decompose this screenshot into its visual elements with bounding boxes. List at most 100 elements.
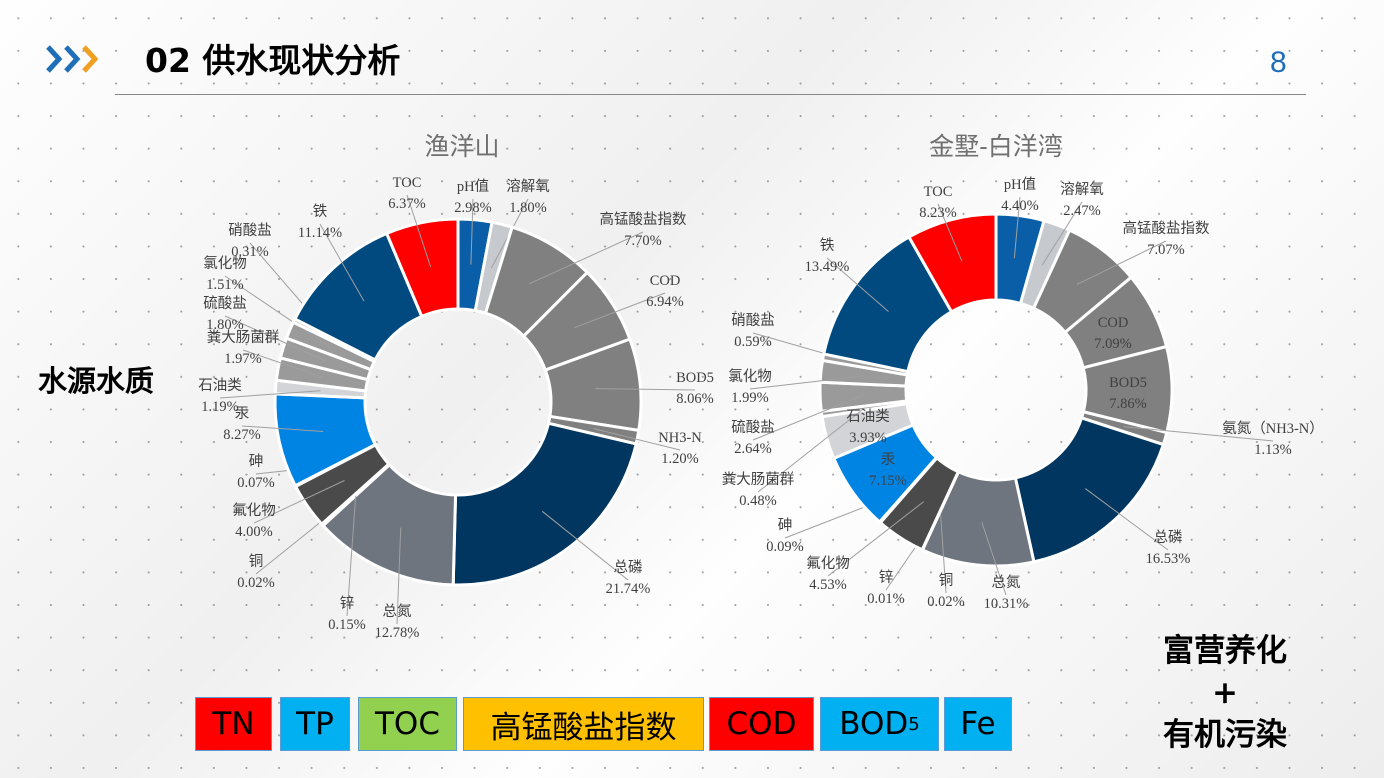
conclusion: 富营养化 + 有机污染 <box>1150 630 1300 756</box>
slice-label-value: 2.47% <box>1063 203 1100 219</box>
slice-label-name: 总氮 <box>992 574 1021 591</box>
slice-label-value: 1.20% <box>661 451 698 467</box>
slice-label-name: 氟化物 <box>232 502 276 519</box>
slice-label-value: 8.06% <box>676 391 713 407</box>
slice-label-name: 砷 <box>778 517 793 534</box>
slice-label-value: 0.09% <box>766 539 803 555</box>
slice-label-value: 8.27% <box>223 427 260 443</box>
chart-title: 金墅-白洋湾 <box>929 132 1062 161</box>
legend-box-5: BOD 5 <box>820 697 939 751</box>
conclusion-line2: + <box>1212 675 1238 711</box>
legend-subscript: 5 <box>908 713 920 735</box>
leader-line <box>319 223 365 302</box>
conclusion-line3: 有机污染 <box>1163 717 1287 753</box>
legend-label: TN <box>212 706 255 742</box>
slice-label-name: 总磷 <box>614 559 643 576</box>
leader-line <box>1123 426 1274 442</box>
leader-line <box>529 231 644 285</box>
leader-line <box>757 407 865 493</box>
slice-label-value: 4.00% <box>235 524 272 540</box>
slice-label-name: 锌 <box>879 569 894 586</box>
leader-line <box>981 522 1007 596</box>
chart-title: 渔洋山 <box>424 132 499 161</box>
legend-label: BOD <box>839 706 909 742</box>
leader-line <box>752 394 864 441</box>
legend-label: TP <box>296 706 334 742</box>
slice-label-name: BOD5 <box>676 370 714 386</box>
donut-slice <box>451 421 638 587</box>
leader-line <box>224 315 327 362</box>
slice-label-name: 粪大肠菌群 <box>722 471 795 488</box>
slice-label-value: 12.78% <box>375 625 420 641</box>
slice-label-value: 21.74% <box>606 581 651 597</box>
triple-chevron-right-icon <box>46 45 99 73</box>
slice-label-name: TOC <box>393 175 422 191</box>
slice-label-value: 10.31% <box>984 596 1029 612</box>
legend-box-4: COD <box>709 697 814 751</box>
slice-label-value: 2.64% <box>734 441 771 457</box>
slice-label-name: 总磷 <box>1154 529 1183 546</box>
slice-label-name: 总氮 <box>383 603 412 620</box>
slice-label-value: 1.80% <box>509 200 546 216</box>
slice-label-name: pH值 <box>1004 176 1036 193</box>
slice-label-value: 1.51% <box>206 277 243 293</box>
slice-label-value: 0.02% <box>927 594 964 610</box>
slice-label-value: 0.48% <box>739 493 776 509</box>
slice-label-name: 砷 <box>249 453 264 470</box>
legend-box-0: TN <box>195 697 272 751</box>
slice-label-name: 硝酸盐 <box>731 312 775 329</box>
slice-label-name: TOC <box>924 184 953 200</box>
slice-label-value: 1.19% <box>201 399 238 415</box>
conclusion-line1: 富营养化 <box>1163 633 1287 669</box>
slice-label-value: 2.98% <box>454 200 491 216</box>
leader-line <box>595 388 696 391</box>
leader-line <box>593 428 681 451</box>
leader-line <box>224 275 332 349</box>
slice-label-name: 铁 <box>820 237 835 254</box>
slice-label-name: BOD5 <box>1109 375 1147 391</box>
slice-label-value: 0.15% <box>328 617 365 633</box>
slice-label-value: 0.59% <box>734 334 771 350</box>
slice-label-value: 8.23% <box>919 205 956 221</box>
slice-label-value: 7.70% <box>624 233 661 249</box>
leader-line <box>574 292 666 329</box>
slice-label-name: COD <box>650 273 681 289</box>
legend-label: 高锰酸盐指数 <box>490 709 677 746</box>
slice-label-value: 3.93% <box>849 430 886 446</box>
header-divider <box>115 94 1306 95</box>
leader-line <box>937 203 963 262</box>
slice-label-name: 汞 <box>881 452 896 468</box>
slice-label-value: 4.53% <box>809 577 846 593</box>
slice-label-name: 铁 <box>313 203 328 220</box>
leader-line <box>1013 196 1021 259</box>
slice-label-value: 11.14% <box>298 225 342 241</box>
slice-label-name: 锌 <box>340 595 355 612</box>
slice-label-name: 汞 <box>235 406 250 422</box>
page-number: 8 <box>1270 46 1287 79</box>
slice-label-name: 粪大肠菌群 <box>207 329 280 346</box>
slice-label-name: 溶解氧 <box>1060 181 1104 198</box>
slice-label-value: 6.37% <box>388 196 425 212</box>
slice-label-value: 0.01% <box>867 591 904 607</box>
leader-line <box>470 198 474 265</box>
slice-label-name: 高锰酸盐指数 <box>1123 220 1210 237</box>
slice-label-name: 石油类 <box>198 377 242 394</box>
leader-line <box>1076 240 1167 285</box>
slice-label-name: NH3-N <box>658 430 702 446</box>
slice-label-value: 7.09% <box>1094 336 1131 352</box>
leader-line <box>827 501 924 577</box>
legend-box-3: 高锰酸盐指数 <box>463 697 704 751</box>
slice-label-value: 1.99% <box>731 390 768 406</box>
slice-label-name: 氟化物 <box>806 555 850 572</box>
donut-slice <box>1013 416 1166 564</box>
donut-slice <box>906 212 998 314</box>
legend-label: Fe <box>960 706 996 742</box>
slice-label-name: 铜 <box>249 553 264 570</box>
slice-label-name: 氯化物 <box>728 368 772 385</box>
leader-line <box>219 390 321 399</box>
slice-label-value: 7.07% <box>1147 242 1184 258</box>
page-title: 02 供水现状分析 <box>145 41 401 80</box>
slice-label-value: 1.80% <box>206 317 243 333</box>
slice-label-name: 氯化物 <box>203 255 247 272</box>
legend-label: COD <box>726 706 797 742</box>
